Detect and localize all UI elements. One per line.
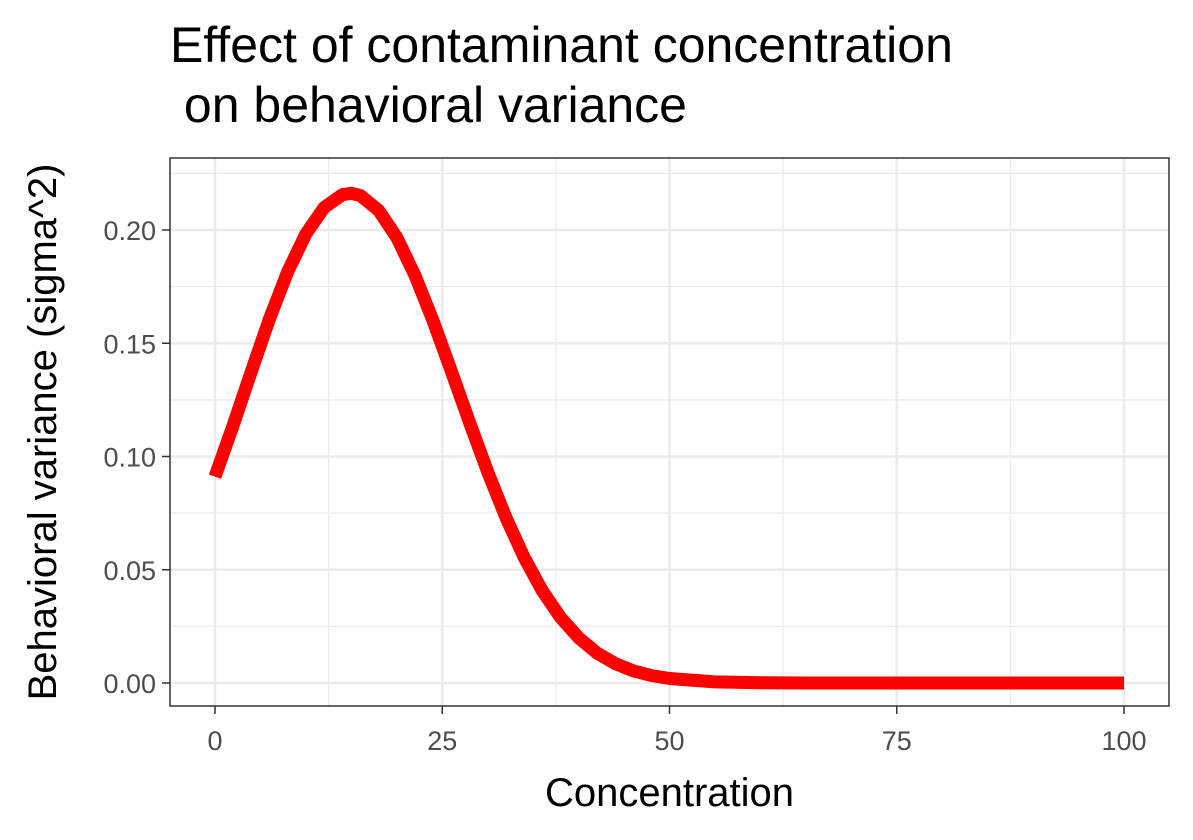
chart-title-line-2: on behavioral variance [170, 77, 687, 133]
y-tick-label: 0.00 [103, 669, 156, 699]
y-axis: 0.00 0.05 0.10 0.15 0.20 [103, 216, 170, 699]
y-tick-label: 0.20 [103, 216, 156, 246]
y-tick-label: 0.15 [103, 329, 156, 359]
series-layer [208, 186, 1124, 690]
chart-title-line-1: Effect of contaminant concentration [170, 17, 953, 73]
series-line [208, 186, 1124, 690]
y-tick-label: 0.10 [103, 443, 156, 473]
x-tick-label: 75 [882, 726, 912, 756]
y-tick-label: 0.05 [103, 556, 156, 586]
y-axis-title: Behavioral variance (sigma^2) [21, 164, 65, 701]
x-tick-label: 50 [654, 726, 684, 756]
x-axis: 0 25 50 75 100 [207, 706, 1147, 756]
x-tick-label: 25 [427, 726, 457, 756]
x-axis-title: Concentration [545, 771, 794, 815]
x-tick-label: 0 [207, 726, 222, 756]
x-tick-label: 100 [1101, 726, 1146, 756]
major-gridlines [170, 158, 1169, 706]
